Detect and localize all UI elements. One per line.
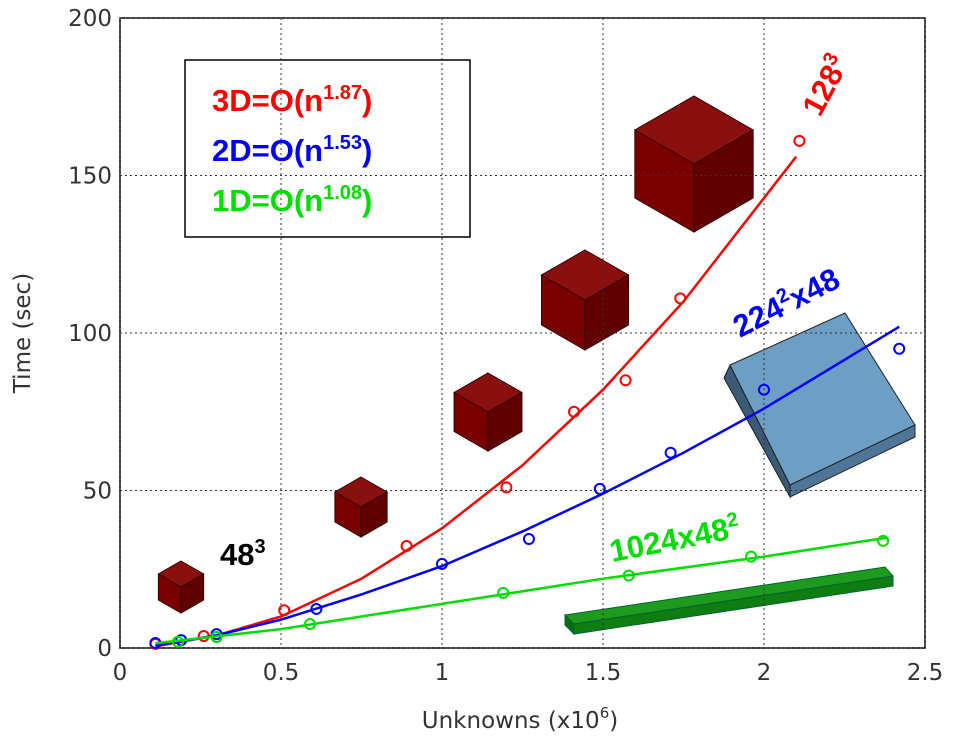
data-point (794, 136, 804, 146)
annotation-part: x48 (783, 261, 845, 316)
series-annotation: 1283 (794, 49, 855, 121)
annotation-part: 1024x48 (607, 511, 732, 568)
y-tick-label: 50 (83, 479, 112, 505)
x-tick-label: 0.5 (263, 660, 300, 686)
y-axis-label: Time (sec) (10, 273, 36, 394)
legend-exp: 1.08 (323, 182, 362, 204)
legend-text: ) (362, 183, 372, 218)
annotation-part: 3 (254, 536, 265, 558)
legend-text: ) (362, 133, 372, 168)
series-annotation: 1024x482 (606, 508, 742, 568)
y-tick-label: 150 (68, 164, 112, 190)
legend-exp: 1.87 (323, 82, 362, 104)
x-label-end: ) (609, 708, 618, 734)
data-point (675, 293, 685, 303)
annotation-part: 48 (220, 537, 254, 572)
x-tick-label: 2 (757, 660, 772, 686)
x-tick-label: 0 (113, 660, 128, 686)
bar-front (574, 576, 893, 634)
legend-text: 3D=O(n (212, 83, 323, 118)
x-tick-label: 2.5 (907, 660, 944, 686)
page: {"chart_data": {"type": "scatter", "ylab… (0, 0, 961, 742)
chart: Time (sec) Unknowns (x106) 0 0.5 1 1.5 2 2.5 0… (0, 0, 961, 742)
x-axis-label: Unknowns (x106) (422, 704, 618, 734)
data-point (746, 552, 756, 562)
y-tick-label: 0 (97, 636, 112, 662)
data-point (621, 375, 631, 385)
x-tick-label: 1 (435, 660, 450, 686)
legend-exp: 1.53 (323, 132, 362, 154)
data-point (524, 534, 534, 544)
x-label-exp: 6 (600, 704, 610, 722)
bar-top (565, 567, 893, 624)
annotation-part: 128 (795, 59, 850, 121)
x-label-text: Unknowns (x10 (422, 708, 600, 734)
data-point (894, 344, 904, 354)
y-tick-label: 200 (68, 6, 112, 32)
legend-text: 2D=O(n (212, 133, 323, 168)
data-point (666, 448, 676, 458)
slab-top (730, 313, 915, 485)
y-tick-label: 100 (68, 321, 112, 347)
legend-text: ) (362, 83, 372, 118)
legend-text: 1D=O(n (212, 183, 323, 218)
annotation: 483 (220, 536, 266, 572)
x-tick-label: 1.5 (585, 660, 622, 686)
